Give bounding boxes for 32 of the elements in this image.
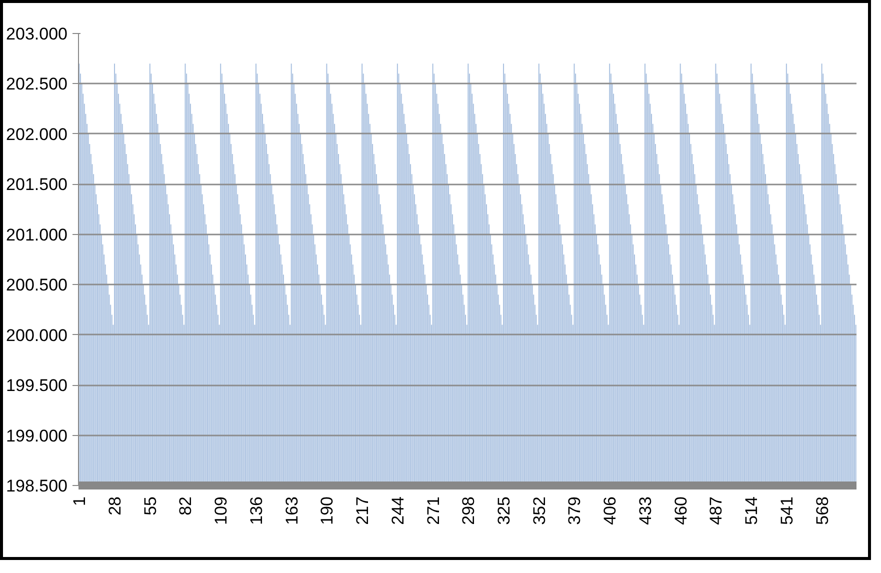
y-tick-label: 200.500 [6,276,68,295]
x-tick-label: 487 [706,496,726,525]
y-tick-label: 198.500 [6,476,68,496]
x-tick-label: 379 [565,496,584,525]
x-tick-label: 1 [70,496,90,506]
x-tick-label: 163 [282,496,302,525]
y-tick-label: 200.000 [6,326,68,345]
x-tick-label: 109 [212,496,231,525]
x-tick-label: 460 [671,496,690,525]
x-tick-label: 136 [246,496,266,525]
x-tick-label: 28 [106,496,125,516]
x-tick-label: 568 [812,496,832,525]
x-tick-label: 190 [318,496,337,525]
x-tick-label: 406 [600,496,620,525]
x-tick-label: 217 [353,496,372,525]
y-tick-label: 203.000 [6,24,68,44]
y-tick-label: 199.000 [6,426,68,446]
x-tick-label: 514 [742,496,762,525]
x-tick-label: 271 [424,496,443,525]
x-tick-label: 298 [459,496,478,525]
y-tick-label: 201.500 [6,175,68,194]
y-tick-label: 199.500 [6,376,68,396]
y-tick-label: 202.000 [6,124,68,144]
x-tick-label: 55 [140,496,160,516]
y-tick-label: 202.500 [6,74,68,94]
y-tick-label: 201.000 [6,225,68,244]
x-tick-label: 352 [530,496,549,525]
x-tick-label: 325 [494,496,514,525]
x-tick-label: 433 [636,496,655,525]
x-tick-label: 82 [176,496,196,516]
x-tick-label: 541 [777,496,796,525]
x-tick-label: 244 [388,496,408,525]
